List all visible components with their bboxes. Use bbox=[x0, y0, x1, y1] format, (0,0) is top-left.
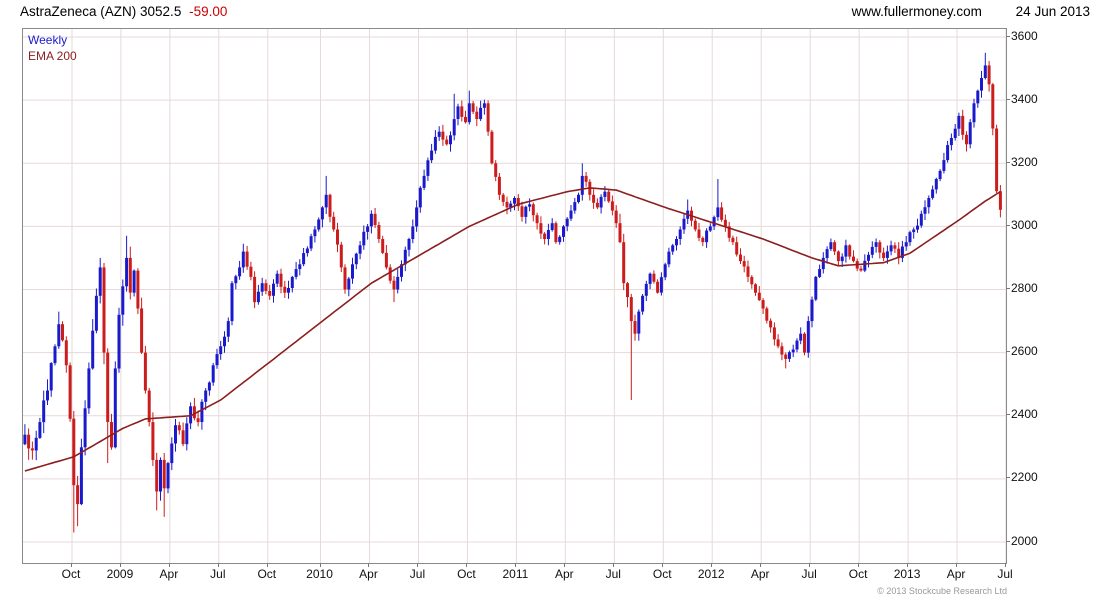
x-axis-label: Jul bbox=[997, 567, 1013, 581]
x-axis-tick bbox=[907, 563, 909, 567]
x-axis-label: 2011 bbox=[502, 567, 529, 581]
h-gridlines bbox=[23, 36, 1006, 543]
x-axis-label: Jul bbox=[605, 567, 621, 581]
x-axis-label: Oct bbox=[257, 567, 277, 581]
copyright-label: © 2013 Stockcube Research Ltd bbox=[877, 586, 1007, 596]
x-axis-tick bbox=[711, 563, 713, 567]
x-axis-tick bbox=[809, 563, 811, 567]
y-axis-tick bbox=[1006, 161, 1010, 163]
x-axis-label: Apr bbox=[750, 567, 770, 581]
x-axis-label: Jul bbox=[409, 567, 426, 581]
price-chart-plot bbox=[22, 28, 1007, 564]
x-axis-tick bbox=[70, 563, 72, 567]
x-axis-label: Apr bbox=[555, 567, 574, 581]
instrument-header: AstraZeneca (AZN) 3052.5 -59.00 bbox=[20, 4, 231, 19]
y-axis-tick bbox=[1006, 414, 1010, 416]
x-axis-label: Apr bbox=[946, 567, 966, 581]
y-axis-label: 3200 bbox=[1011, 154, 1038, 169]
x-axis-tick bbox=[662, 563, 664, 567]
x-axis-label: Apr bbox=[159, 567, 179, 581]
ema-line bbox=[24, 187, 1001, 472]
x-axis-tick bbox=[613, 563, 615, 567]
legend-ema: EMA 200 bbox=[28, 49, 77, 63]
x-axis-label: Apr bbox=[359, 567, 378, 581]
y-axis-tick bbox=[1006, 351, 1010, 353]
x-axis-tick bbox=[368, 563, 370, 567]
x-axis-label: Jul bbox=[210, 567, 226, 581]
y-axis-label: 2400 bbox=[1011, 407, 1038, 422]
date-label: 24 Jun 2013 bbox=[1015, 3, 1090, 19]
x-axis-tick bbox=[515, 563, 517, 567]
y-axis-label: 2000 bbox=[1011, 533, 1038, 548]
x-axis-label: 2012 bbox=[697, 567, 725, 581]
x-axis-tick bbox=[466, 563, 468, 567]
y-axis-tick bbox=[1006, 98, 1010, 100]
x-axis-tick bbox=[266, 563, 268, 567]
y-axis-tick bbox=[1006, 540, 1010, 542]
chart-header: AstraZeneca (AZN) 3052.5 -59.00 www.full… bbox=[20, 2, 1090, 20]
x-axis-tick bbox=[217, 563, 219, 567]
instrument-title: AstraZeneca (AZN) 3052.5 bbox=[20, 3, 182, 19]
y-axis-label: 2200 bbox=[1011, 470, 1038, 485]
legend-weekly: Weekly bbox=[28, 33, 68, 47]
x-axis-label: 2009 bbox=[106, 567, 134, 581]
price-change: -59.00 bbox=[189, 3, 228, 19]
y-axis-tick bbox=[1006, 288, 1010, 289]
y-axis-label: 3400 bbox=[1011, 91, 1038, 106]
x-axis-label: 2010 bbox=[306, 567, 333, 581]
candlestick-svg bbox=[23, 29, 1007, 563]
y-axis-label: 3600 bbox=[1011, 28, 1038, 43]
x-axis-tick bbox=[417, 563, 419, 567]
x-axis-tick bbox=[858, 563, 860, 567]
y-axis-tick bbox=[1006, 477, 1010, 479]
y-axis-tick bbox=[1006, 224, 1010, 226]
x-axis-tick bbox=[319, 563, 321, 567]
x-axis-tick bbox=[168, 563, 170, 567]
x-axis-label: Oct bbox=[457, 567, 476, 581]
x-axis-tick bbox=[119, 563, 121, 567]
x-axis-tick bbox=[956, 563, 958, 567]
x-axis-tick bbox=[564, 563, 566, 567]
y-axis-label: 2800 bbox=[1011, 281, 1038, 295]
y-axis-label: 2600 bbox=[1011, 344, 1038, 359]
site-link[interactable]: www.fullermoney.com bbox=[851, 3, 982, 19]
x-axis-label: Oct bbox=[652, 567, 672, 581]
y-axis-label: 3000 bbox=[1011, 217, 1038, 232]
x-axis-label: Jul bbox=[801, 567, 817, 581]
x-axis-label: Oct bbox=[61, 567, 81, 581]
x-axis-tick bbox=[760, 563, 762, 567]
candles bbox=[23, 52, 1002, 533]
x-axis-label: Oct bbox=[848, 567, 868, 581]
v-gridlines bbox=[71, 29, 1007, 563]
y-axis-tick bbox=[1006, 35, 1010, 37]
source-header: www.fullermoney.com 24 Jun 2013 bbox=[822, 4, 1090, 19]
chart-legend: Weekly EMA 200 bbox=[28, 32, 77, 64]
x-axis-label: 2013 bbox=[893, 567, 921, 581]
x-axis-tick bbox=[1005, 563, 1006, 567]
